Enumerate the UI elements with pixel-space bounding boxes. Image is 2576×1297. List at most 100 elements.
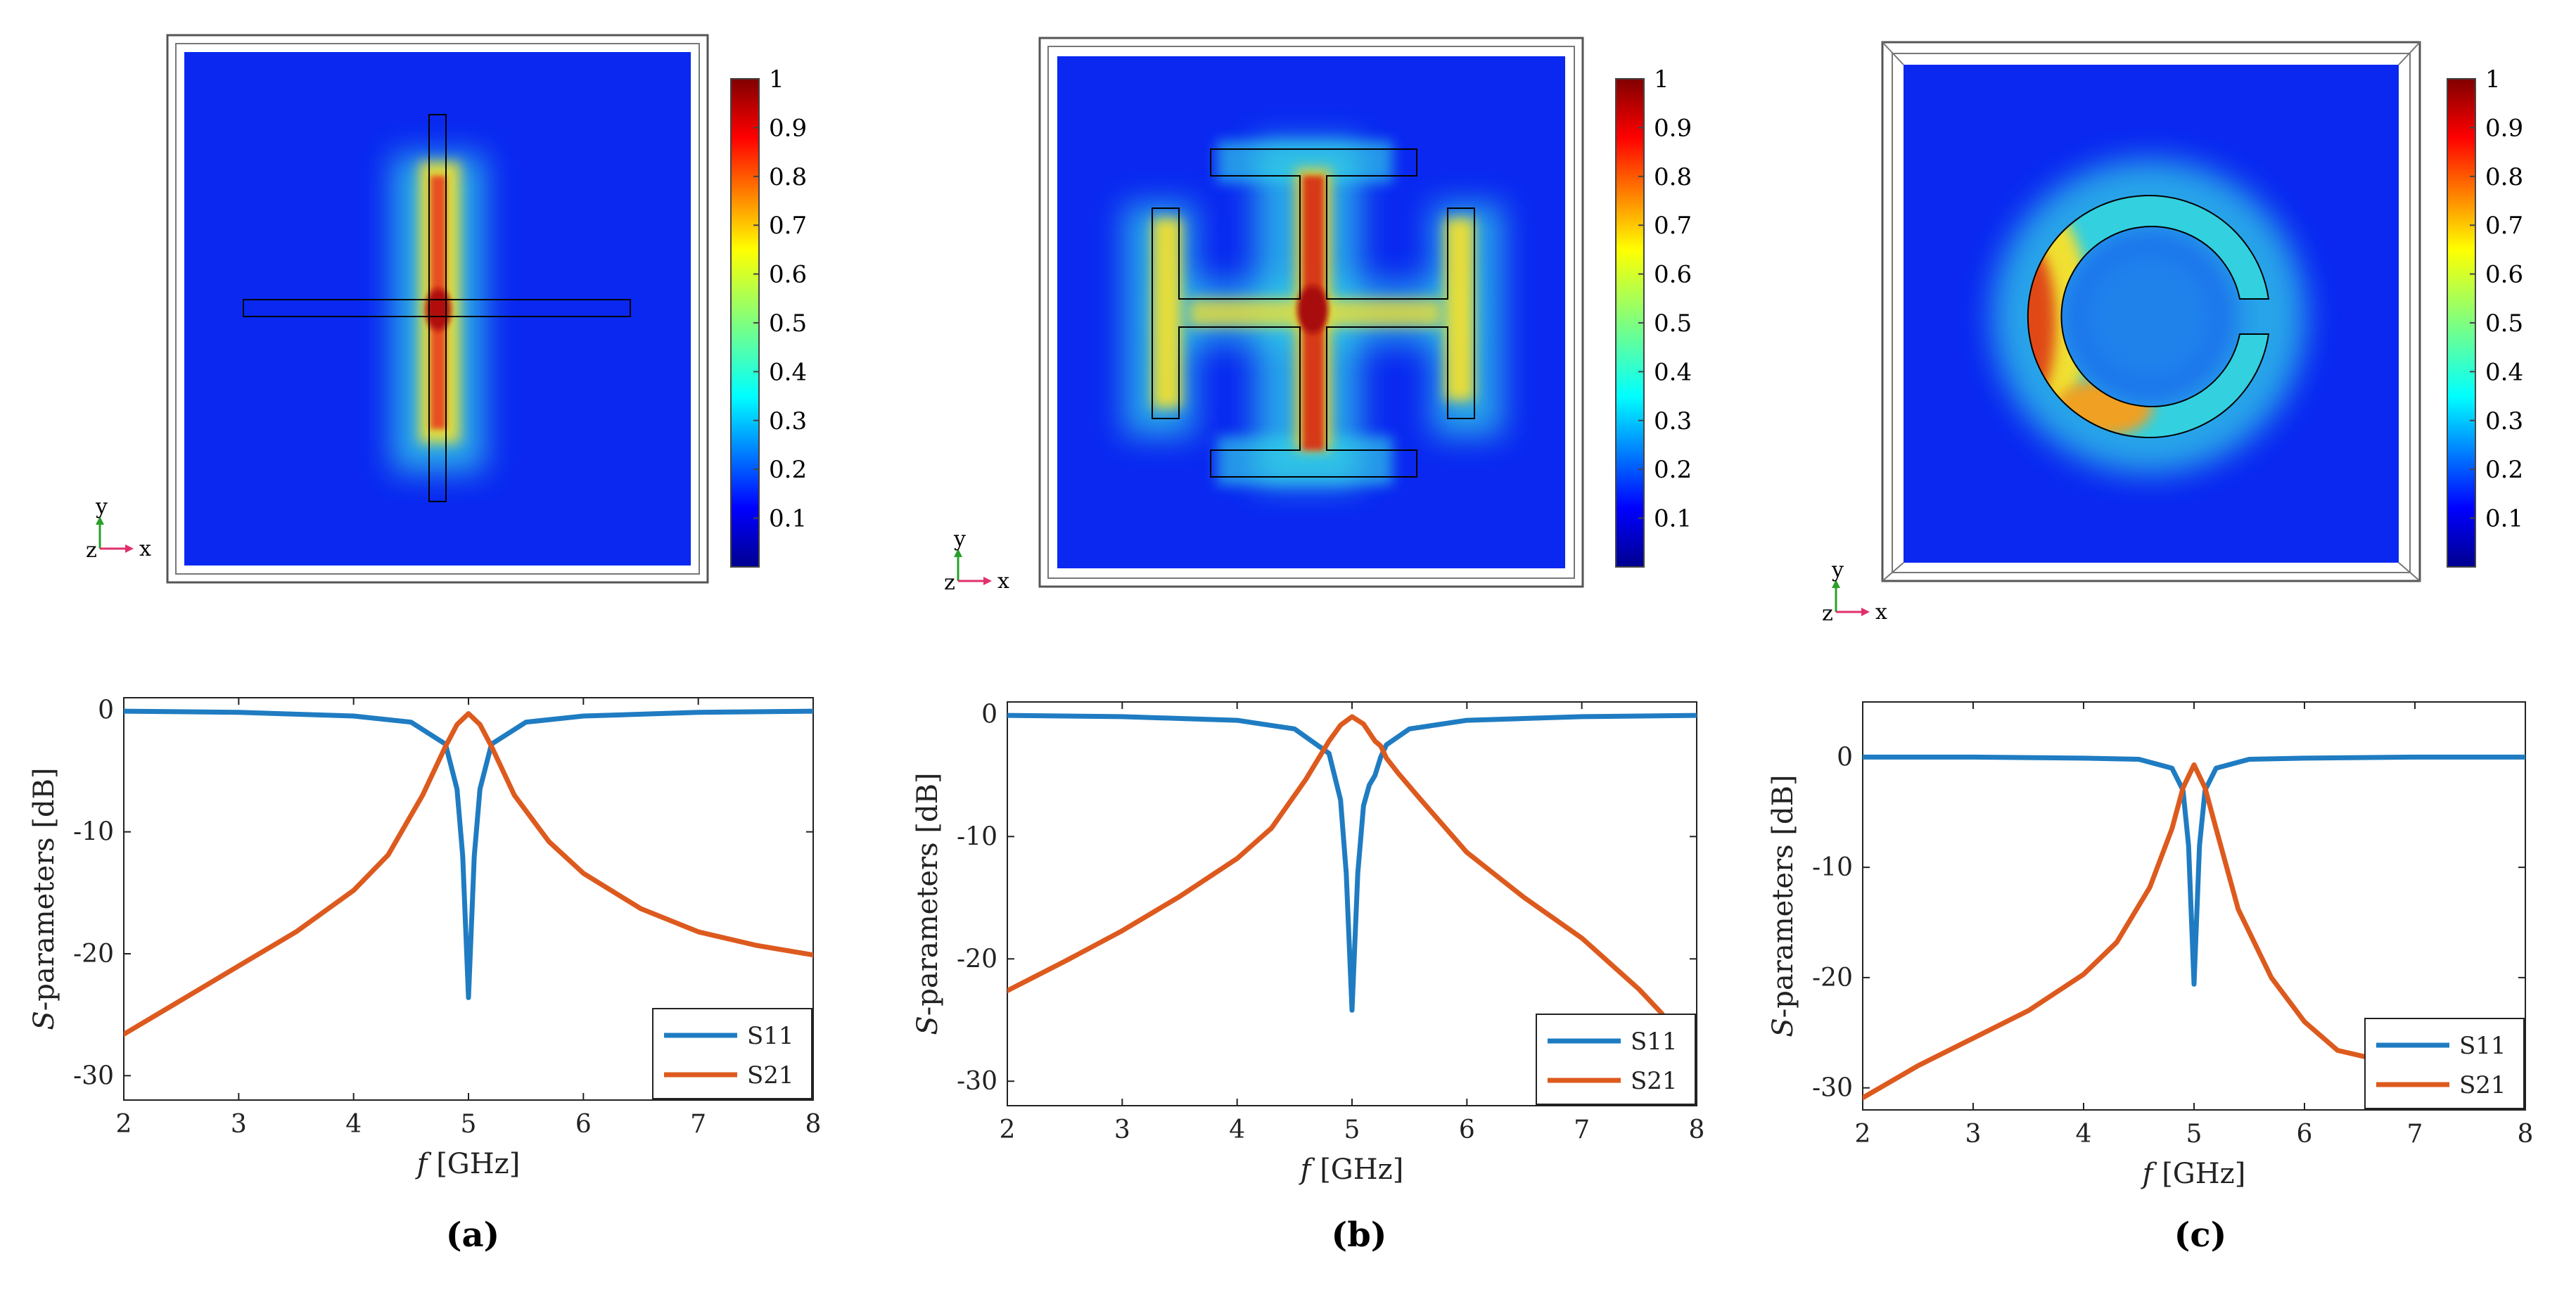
x-tick-label: 7 <box>690 1110 706 1139</box>
field-frame-inner <box>1047 46 1575 579</box>
field-glow-interior <box>2072 239 2226 394</box>
x-axis-title-unit: [GHz] <box>427 1148 520 1180</box>
colorbar-tick-label: 0.6 <box>1654 261 1692 289</box>
legend-box <box>652 1008 812 1099</box>
x-axis-title-unit: [GHz] <box>2153 1158 2245 1190</box>
legend-label-s11: S11 <box>1631 1028 1678 1056</box>
colorbar-tick-label: 1 <box>1654 65 1669 94</box>
x-tick-label: 8 <box>805 1110 822 1139</box>
x-arrow-head <box>125 544 134 553</box>
x-tick-label: 2 <box>1855 1120 1871 1149</box>
colorbar-tick-label: 0.9 <box>1654 114 1692 142</box>
legend-label-s21: S21 <box>2459 1071 2506 1099</box>
field-map-b <box>1038 37 1584 588</box>
y-tick-label: -10 <box>957 822 997 851</box>
colorbar-tick-label: 1 <box>2485 65 2501 94</box>
ring-hot-left-core <box>2027 246 2055 401</box>
series-line-s21 <box>1007 714 1665 1016</box>
colorbar-a: 0.1 0.2 0.3 0.4 0.5 0.6 0.7 0.8 0.9 1 <box>730 65 807 568</box>
y-axis-title: S-parameters [dB] <box>1767 774 1799 1037</box>
z-axis-label: z <box>86 538 97 563</box>
field-map-c <box>1881 41 2421 582</box>
colorbar-tick-label: 0.8 <box>2485 163 2523 191</box>
field-frame-inner <box>175 43 700 575</box>
x-tick-label: 7 <box>1574 1116 1590 1144</box>
axis-triad-b: y x z <box>944 527 1009 595</box>
x-tick-label: 8 <box>2518 1120 2534 1149</box>
legend-label-s21: S21 <box>747 1061 794 1090</box>
colorbar-tick-label: 0.6 <box>2485 261 2523 289</box>
x-tick-label: 2 <box>1000 1116 1016 1144</box>
colorbar-tick-label: 0.1 <box>1654 505 1692 533</box>
field-glow-right-bar <box>1445 218 1474 401</box>
colorbar-tick-label: 0.7 <box>1654 212 1692 240</box>
colorbar-tick-label: 0.7 <box>769 212 807 240</box>
field-glow-left-bar <box>1152 218 1182 408</box>
x-axis-title-unit: [GHz] <box>1311 1154 1403 1186</box>
colorbar-tick-label: 0.2 <box>769 456 807 484</box>
z-axis-label: z <box>1822 601 1833 626</box>
x-axis-label: x <box>1875 600 1887 625</box>
x-axis-title: f [GHz] <box>415 1148 521 1180</box>
y-tick-label: -30 <box>957 1067 997 1096</box>
cross-vertical-outline <box>428 114 447 502</box>
frame-corner <box>2398 562 2421 582</box>
y-arrow-head <box>96 516 104 525</box>
colorbar-tick-label: 0.9 <box>2485 114 2523 142</box>
series-line-s11 <box>124 708 813 1000</box>
field-map-a <box>166 34 709 584</box>
colorbar-tick-label: 0.5 <box>769 309 807 338</box>
x-tick-label: 7 <box>2407 1120 2423 1149</box>
series-line-s21 <box>124 711 813 1037</box>
x-tick-label: 4 <box>345 1110 362 1139</box>
y-axis-title-text: -parameters [dB] <box>1767 774 1799 1018</box>
panel-label-a: (a) <box>446 1215 500 1255</box>
legend-box <box>2364 1018 2525 1109</box>
frame-corner <box>1882 41 1904 65</box>
y-axis-title: S-parameters [dB] <box>912 772 944 1035</box>
y-axis-title-symbol: S <box>912 1016 944 1035</box>
series-line-s21 <box>1863 762 2373 1101</box>
colorbar-c: 0.1 0.2 0.3 0.4 0.5 0.6 0.7 0.8 0.9 1 <box>2447 65 2523 568</box>
x-tick-label: 4 <box>2076 1120 2092 1149</box>
y-axis-title-symbol: S <box>1767 1018 1799 1037</box>
axis-triad-c: y x z <box>1822 558 1887 626</box>
x-tick-label: 6 <box>1459 1116 1475 1144</box>
y-arrow-head <box>954 549 962 557</box>
colorbar-tick-label: 0.5 <box>2485 309 2523 338</box>
colorbar-tick-label: 0.4 <box>2485 358 2523 386</box>
split-ring-outline <box>2027 195 2270 438</box>
x-tick-label: 6 <box>575 1110 592 1139</box>
colorbar-tick-label: 0.1 <box>769 505 807 533</box>
y-axis-title-symbol: S <box>28 1011 60 1030</box>
colorbar-tick-label: 0.8 <box>769 163 807 191</box>
y-axis-label: y <box>1831 558 1844 582</box>
field-frame-inner <box>1892 53 2411 573</box>
y-axis-title-text: -parameters [dB] <box>912 772 944 1016</box>
series-line-s11 <box>1863 754 2525 987</box>
colorbar-tick-label: 0.6 <box>769 261 807 289</box>
legend-label-s11: S11 <box>2459 1032 2506 1060</box>
x-tick-label: 5 <box>2186 1120 2202 1149</box>
series-line-s11 <box>1007 713 1697 1013</box>
x-tick-label: 6 <box>2297 1120 2313 1149</box>
colorbar-tick-label: 0.4 <box>769 358 807 386</box>
axis-triad-a: y x z <box>86 494 151 563</box>
legend-box <box>1536 1014 1696 1105</box>
y-tick-label: -30 <box>1812 1074 1853 1103</box>
y-tick-label: 0 <box>1837 743 1853 772</box>
colorbar-tick-label: 0.7 <box>2485 212 2523 240</box>
field-hotspot-center <box>1297 286 1328 333</box>
colorbar-tick-label: 0.9 <box>769 114 807 142</box>
colorbar-tick-label: 0.4 <box>1654 358 1692 386</box>
x-tick-label: 4 <box>1229 1116 1245 1144</box>
y-tick-label: -10 <box>73 818 114 847</box>
y-arrow-head <box>1832 580 1840 588</box>
x-axis-title: f [GHz] <box>1299 1154 1404 1186</box>
x-axis-label: x <box>997 569 1009 594</box>
x-tick-label: 3 <box>231 1110 247 1139</box>
colorbar-tick-label: 0.2 <box>1654 456 1692 484</box>
